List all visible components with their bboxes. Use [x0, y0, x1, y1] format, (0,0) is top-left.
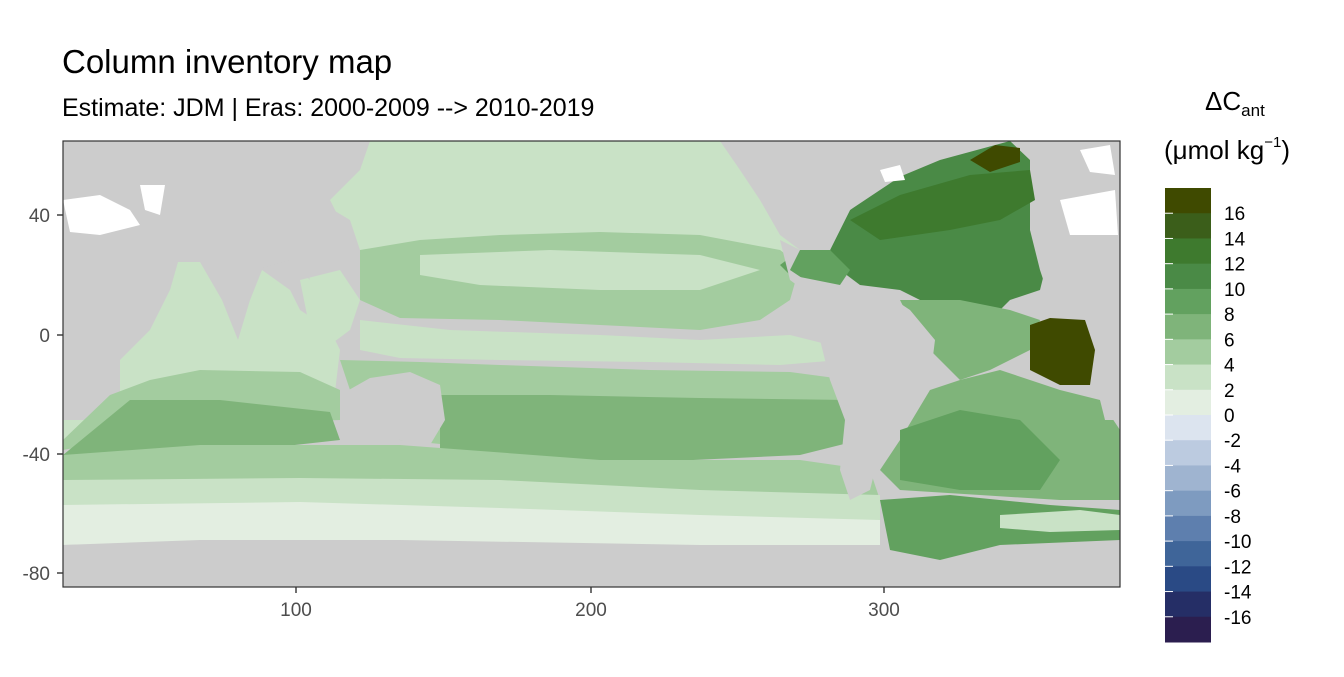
greenland-sea [970, 145, 1020, 172]
legend-subscript: ant [1241, 101, 1265, 120]
atlantic-south-dense [900, 410, 1060, 490]
atlantic-tropic [900, 300, 1040, 380]
legend-label: -2 [1224, 431, 1241, 452]
y-tick-label: 40 [29, 206, 50, 227]
legend-swatch [1165, 490, 1211, 517]
y-tick-label: 0 [39, 326, 50, 347]
south-america [820, 290, 935, 500]
legend-label: 0 [1224, 406, 1235, 427]
page-subtitle: Estimate: JDM | Eras: 2000-2009 --> 2010… [62, 94, 595, 122]
legend-swatch [1165, 465, 1211, 492]
arabia-india [175, 220, 310, 300]
y-axis-labels: 40 0 -40 -80 [23, 206, 50, 585]
map-panel [63, 141, 1120, 587]
legend-label: 8 [1224, 305, 1235, 326]
gulf-of-guinea [1030, 318, 1095, 385]
y-tick-label: -80 [23, 564, 50, 585]
southern-ocean [63, 445, 880, 500]
x-tick-label: 300 [868, 600, 900, 621]
legend-swatch [1165, 314, 1211, 340]
x-axis-labels: 100 200 300 [280, 600, 900, 621]
x-tick-label: 200 [575, 600, 607, 621]
atlantic-north-dark [850, 170, 1035, 240]
legend-swatch [1165, 616, 1211, 643]
legend-symbol: ΔC [1205, 86, 1242, 116]
southern-africa [1095, 370, 1120, 420]
legend-label: -10 [1224, 532, 1251, 553]
legend-swatch [1165, 591, 1211, 618]
pacific-tropic [360, 320, 840, 365]
legend-swatch [1165, 263, 1211, 290]
legend-label: -14 [1224, 583, 1252, 604]
missing-data [63, 145, 1118, 235]
legend-label: 14 [1224, 229, 1246, 250]
legend-label: -16 [1224, 608, 1251, 629]
x-tick-label: 100 [280, 600, 312, 621]
legend-swatch [1165, 541, 1211, 567]
antarctica [63, 540, 1120, 587]
legend-label: -4 [1224, 456, 1241, 477]
legend-swatch [1165, 515, 1211, 542]
legend-title: ΔCant [1205, 86, 1265, 121]
legend-swatch [1165, 364, 1211, 391]
legend-label: 4 [1224, 356, 1235, 377]
legend-label: 6 [1224, 330, 1235, 351]
legend-swatch [1165, 440, 1211, 466]
ice-patch [140, 185, 165, 215]
legend-unit-superscript: −1 [1264, 134, 1282, 151]
maritime-continent [300, 270, 360, 345]
legend-label: 12 [1224, 255, 1245, 276]
legend-label: -8 [1224, 507, 1241, 528]
legend-label: 2 [1224, 381, 1235, 402]
central-america [780, 240, 840, 295]
australia [340, 372, 445, 445]
ice-patch [63, 195, 140, 235]
weddell-light [1000, 510, 1120, 532]
north-america [720, 141, 1010, 250]
page-title: Column inventory map [62, 43, 393, 80]
southern-ocean-light [63, 478, 880, 520]
southern-ocean-band [63, 502, 880, 545]
ice-patch [880, 165, 905, 182]
legend-swatch [1165, 415, 1211, 441]
ice-patch [1080, 145, 1115, 175]
pacific-north-band [420, 250, 760, 290]
legend-label: -6 [1224, 482, 1241, 503]
legend-label: 10 [1224, 280, 1245, 301]
legend-swatch [1165, 566, 1211, 593]
legend-swatch [1165, 288, 1211, 315]
legend-swatch [1165, 238, 1211, 265]
legend-swatch [1165, 213, 1211, 239]
legend-unit-prefix: (μmol kg [1164, 135, 1265, 165]
legend-unit-suffix: ) [1281, 135, 1290, 165]
legend-swatch [1165, 188, 1211, 214]
legend-labels: 16 14 12 10 8 6 4 2 0 -2 -4 -6 -8 -10 -12 -14 -16 [1224, 204, 1252, 629]
legend-label: -12 [1224, 557, 1251, 578]
ice-patch [1060, 190, 1118, 235]
legend-label: 16 [1224, 204, 1245, 225]
axis-ticks [57, 214, 885, 593]
pacific-south-dense [440, 395, 860, 462]
legend-unit: (μmol kg−1) [1164, 134, 1290, 166]
legend-swatch [1165, 389, 1211, 416]
legend-colorbar [1165, 188, 1211, 643]
legend-swatch [1165, 339, 1211, 366]
y-tick-label: -40 [23, 445, 50, 466]
asia [185, 141, 370, 270]
